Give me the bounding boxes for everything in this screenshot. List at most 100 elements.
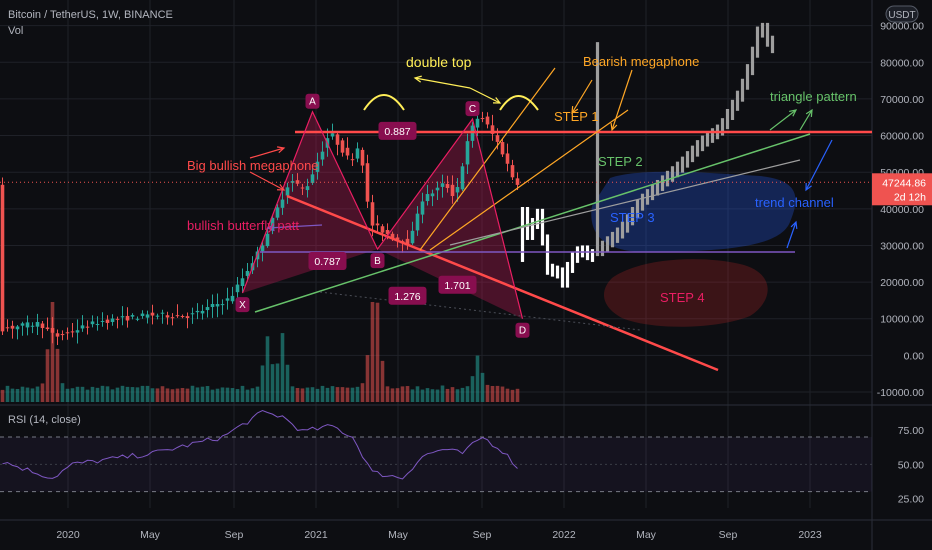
candle-body bbox=[50, 327, 55, 333]
projected-bar bbox=[760, 22, 765, 38]
time-tick-label: May bbox=[636, 529, 657, 541]
time-tick-label: 2020 bbox=[56, 529, 80, 541]
projected-bar bbox=[670, 166, 675, 182]
volume-bar bbox=[65, 388, 70, 402]
projected-bar bbox=[520, 206, 525, 262]
rsi-tick-label: 25.00 bbox=[898, 493, 924, 505]
arrow-shaft bbox=[571, 79, 593, 114]
candle-body bbox=[195, 310, 200, 313]
butterfly-xab-fill bbox=[242, 111, 378, 294]
volume-bar bbox=[135, 387, 140, 402]
point-badge-bg bbox=[515, 322, 530, 338]
volume-bar bbox=[430, 389, 435, 402]
candle-body bbox=[105, 319, 110, 323]
candle-body bbox=[225, 298, 230, 301]
candle-body bbox=[220, 304, 225, 306]
candle-body bbox=[270, 217, 275, 231]
triangle-arrow-b bbox=[799, 108, 813, 131]
volume-bar bbox=[55, 348, 60, 402]
annotation-step1: STEP 1 bbox=[554, 109, 599, 124]
candle-body bbox=[35, 322, 40, 327]
candle-body bbox=[45, 327, 50, 330]
time-tick-label: May bbox=[388, 529, 409, 541]
candle-body bbox=[230, 295, 235, 302]
volume-bar bbox=[475, 355, 480, 402]
big-megaphone-arrow-up bbox=[249, 146, 286, 159]
candle-body bbox=[450, 184, 455, 197]
butterfly-arrow bbox=[266, 224, 323, 232]
volume-bar bbox=[230, 388, 235, 402]
projected-bar bbox=[625, 214, 630, 233]
rsi-label: RSI (14, close) bbox=[8, 414, 81, 426]
candle-body bbox=[460, 166, 465, 190]
arrow-shaft bbox=[469, 87, 501, 104]
price-tick-label: 60000.00 bbox=[880, 131, 924, 143]
candle-body bbox=[375, 223, 380, 226]
candle-body bbox=[500, 142, 505, 155]
projected-bar bbox=[545, 234, 550, 275]
projected-bar bbox=[575, 246, 580, 263]
projected-bar bbox=[745, 64, 750, 90]
volume-bar bbox=[510, 389, 515, 402]
candle-body bbox=[440, 183, 445, 187]
big-megaphone-arrow-down bbox=[249, 171, 286, 191]
candle-body bbox=[85, 326, 90, 328]
arrow-shaft bbox=[805, 139, 833, 191]
volume-bar bbox=[245, 389, 250, 402]
volume-bar bbox=[500, 386, 505, 402]
point-label-d: D bbox=[519, 326, 526, 337]
candle-body bbox=[320, 151, 325, 160]
candle-body bbox=[155, 315, 160, 317]
volume-bar bbox=[355, 386, 360, 402]
time-tick-label: 2023 bbox=[798, 529, 822, 541]
projected-bar bbox=[585, 245, 590, 261]
candle-body bbox=[125, 315, 130, 321]
candle-body bbox=[275, 207, 280, 218]
projected-bar bbox=[750, 46, 755, 76]
candle-body bbox=[190, 313, 195, 315]
volume-bar bbox=[155, 388, 160, 402]
annotation-bearish-megaphone: Bearish megaphone bbox=[583, 54, 699, 69]
volume-bar bbox=[290, 386, 295, 402]
candle-body bbox=[75, 330, 80, 333]
price-tick-label: 30000.00 bbox=[880, 240, 924, 252]
volume-bar bbox=[445, 388, 450, 402]
volume-bar bbox=[150, 388, 155, 402]
volume-bar bbox=[170, 389, 175, 402]
candle-body bbox=[55, 333, 60, 337]
triangle-arrow-a bbox=[769, 109, 798, 131]
double-top-arrow-right bbox=[469, 87, 502, 104]
volume-bar bbox=[125, 386, 130, 402]
candle-body bbox=[210, 304, 215, 308]
arrow-head bbox=[413, 75, 422, 83]
time-tick-label: Sep bbox=[719, 529, 738, 541]
projected-bar bbox=[655, 179, 660, 196]
volume-bar bbox=[325, 387, 330, 402]
volume-bar bbox=[90, 386, 95, 402]
projected-bar bbox=[535, 208, 540, 229]
arrow-shaft bbox=[414, 77, 471, 89]
volume-bar bbox=[140, 385, 145, 402]
candle-body bbox=[0, 184, 5, 332]
candle-body bbox=[110, 318, 115, 323]
candle-body bbox=[215, 304, 220, 307]
volume-bar bbox=[50, 302, 55, 402]
annotation-step3: STEP 3 bbox=[610, 210, 655, 225]
arrow-shaft bbox=[249, 147, 285, 159]
projected-bar bbox=[685, 151, 690, 168]
volume-label: Vol bbox=[8, 25, 24, 37]
arrow-shaft bbox=[769, 109, 797, 131]
projected-bar bbox=[635, 199, 640, 218]
volume-bar bbox=[255, 386, 260, 402]
candle-body bbox=[95, 324, 100, 326]
volume-bar bbox=[435, 389, 440, 402]
volume-bar bbox=[85, 389, 90, 402]
candle-body bbox=[370, 202, 375, 226]
volume-bar bbox=[350, 387, 355, 402]
volume-bar bbox=[405, 386, 410, 402]
volume-bar bbox=[165, 388, 170, 402]
volume-bar bbox=[460, 387, 465, 402]
